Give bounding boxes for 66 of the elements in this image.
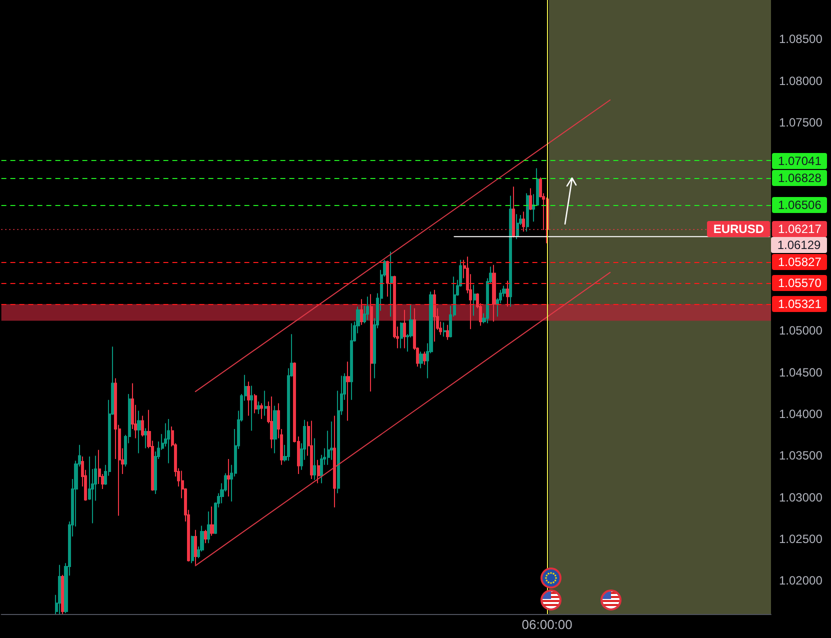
data-label: 1.06129 [771,237,827,254]
candlestick [403,309,406,349]
ref-line-label: 1.05827 [772,254,828,270]
candlestick [257,401,260,415]
y-tick-label: 1.05000 [779,324,823,338]
y-tick-label: 1.07500 [779,115,823,130]
candlestick [98,449,101,485]
candlestick [167,418,170,464]
candlestick [264,390,267,416]
ref-line-label: 1.05321 [772,296,828,312]
candlestick [250,385,253,432]
candlestick [210,506,214,536]
candlestick [247,381,250,416]
candlestick [270,396,273,449]
candlestick [273,405,277,454]
candlestick [61,574,64,614]
candlestick [317,459,320,484]
y-tick-label: 1.02500 [779,532,823,546]
candlestick [360,298,363,326]
candlestick [346,361,350,422]
candlestick [509,195,512,308]
y-tick-label: 1.03500 [779,448,823,463]
candlestick [366,296,369,320]
candlestick [191,535,194,564]
ref-line-label: 1.06828 [772,170,828,186]
candlestick [526,192,529,232]
y-tick-label: 1.08000 [779,74,823,88]
candlestick [194,529,197,566]
y-tick-label: 1.03000 [779,490,823,504]
candlestick [137,410,141,454]
ref-line-label: 1.07041 [772,152,828,169]
candlestick [390,251,393,318]
text: EURUSD [707,221,770,238]
candlestick [386,260,389,298]
candlestick [333,415,336,508]
candlestick [433,289,436,342]
candlestick [506,280,509,308]
candlestick [58,564,61,614]
candlestick [310,420,313,480]
y-tick-label: 1.04000 [779,407,823,422]
candlestick [204,529,207,544]
candlestick [529,188,532,210]
candlestick [492,264,496,322]
candlestick [400,322,403,349]
y-tick-label: 1.04500 [779,365,823,380]
candlestick [443,322,446,338]
candlestick [446,324,449,340]
y-tick-label: 1.02000 [779,574,823,588]
candlestick [423,351,426,366]
candlestick [419,351,423,369]
candlestick [141,415,144,438]
candlestick [350,322,353,400]
candlestick [227,458,230,498]
candlestick [370,294,373,392]
candlestick [260,402,263,420]
y-tick-label: 1.08500 [779,32,823,46]
candlestick [254,394,257,414]
candlestick [144,428,147,449]
ref-line-label: 1.06506 [772,197,828,214]
ref-line-label: 1.05570 [772,275,828,292]
ref-line-label: 1.06217 [772,221,828,238]
candlestick [516,214,519,240]
candlestick [313,438,316,480]
x-tick-label: 06:00:00 [522,617,572,632]
candlestick [473,284,476,316]
candlestick [207,511,210,544]
